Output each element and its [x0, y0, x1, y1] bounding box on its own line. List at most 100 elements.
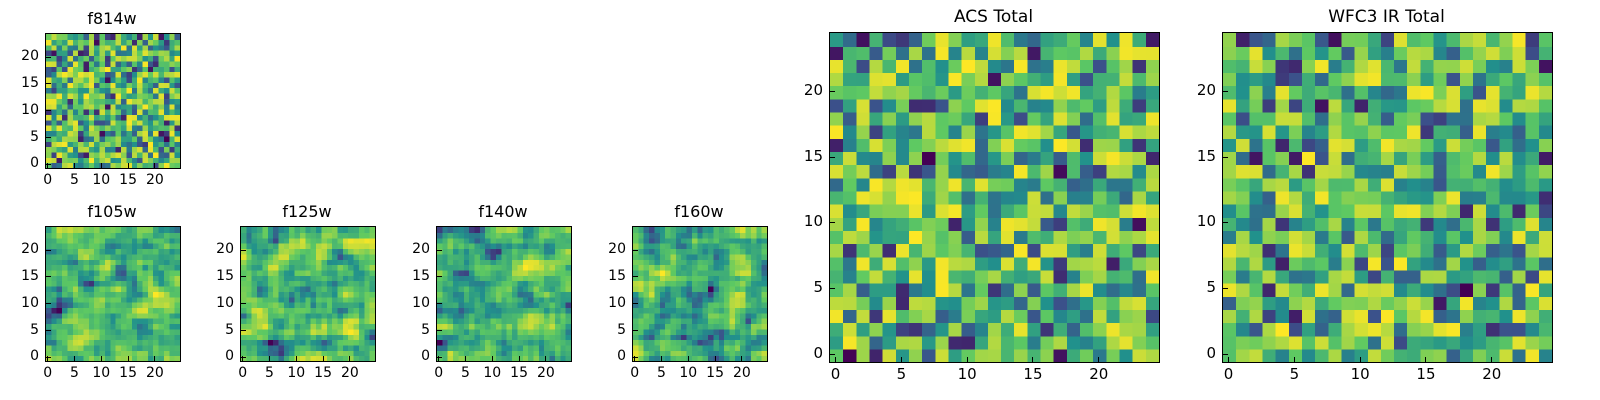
heatmap-cell	[512, 328, 518, 335]
heatmap-cell	[1014, 98, 1028, 113]
heatmap-cell	[961, 59, 976, 74]
heatmap-cell	[62, 119, 69, 126]
heatmap-cell	[283, 248, 290, 255]
heatmap-cell	[99, 248, 106, 255]
heatmap-cell	[670, 280, 677, 287]
heatmap-cell	[88, 248, 95, 255]
heatmap-cell	[1315, 46, 1329, 60]
heatmap-cell	[1001, 322, 1015, 337]
heatmap-cell	[115, 82, 122, 89]
heatmap-cell	[137, 307, 144, 314]
heatmap-cell	[974, 72, 989, 87]
heatmap-cell	[643, 334, 650, 341]
heatmap-cell	[1380, 322, 1395, 337]
heatmap-cell	[1433, 125, 1448, 139]
heatmap-cell	[643, 344, 650, 351]
heatmap-cell	[72, 114, 79, 121]
x-tick-mark	[835, 357, 837, 362]
heatmap-cell	[895, 98, 910, 113]
heatmap-cell	[681, 269, 688, 276]
heatmap-cell	[1288, 309, 1303, 324]
heatmap-cell	[332, 328, 339, 335]
heatmap-cell	[131, 291, 138, 298]
heatmap-cell	[708, 307, 714, 314]
heatmap-cell	[649, 248, 656, 255]
heatmap-cell	[289, 248, 296, 255]
heatmap-cell	[1132, 98, 1147, 113]
heatmap-cell	[358, 323, 365, 330]
heatmap-cell	[110, 39, 117, 46]
heatmap-cell	[110, 296, 117, 303]
heatmap-cell	[110, 109, 117, 115]
heatmap-cell	[337, 323, 344, 330]
heatmap-cell	[479, 355, 486, 361]
heatmap-cell	[83, 98, 90, 105]
heatmap-cell	[1053, 72, 1068, 87]
heatmap-cell	[447, 248, 454, 255]
heatmap-cell	[1249, 177, 1264, 192]
heatmap-cell	[1354, 230, 1369, 245]
heatmap-cell	[241, 312, 247, 319]
heatmap-cell	[147, 162, 154, 168]
heatmap-cell	[278, 296, 285, 303]
heatmap-cell	[1132, 111, 1147, 126]
heatmap-cell	[104, 296, 111, 303]
heatmap-cell	[633, 355, 639, 361]
heatmap-cell	[935, 256, 950, 271]
heatmap-cell	[83, 248, 90, 255]
heatmap-cell	[490, 302, 497, 308]
heatmap-cell	[843, 348, 857, 362]
heatmap-cell	[463, 243, 470, 250]
heatmap-cell	[137, 296, 144, 303]
heatmap-cell	[1420, 151, 1435, 166]
heatmap-cell	[1367, 164, 1382, 179]
heatmap-cell	[51, 141, 58, 148]
heatmap-cell	[638, 269, 645, 276]
heatmap-cell	[1459, 85, 1474, 100]
heatmap-cell	[681, 227, 688, 233]
heatmap-cell	[72, 44, 79, 51]
heatmap-cell	[88, 237, 95, 244]
heatmap-cell	[126, 285, 133, 292]
heatmap-cell	[72, 285, 79, 292]
heatmap-cell	[895, 46, 910, 60]
heatmap-cell	[67, 296, 74, 303]
heatmap-cell	[1119, 309, 1134, 324]
heatmap-cell	[1301, 59, 1316, 74]
heatmap-cell	[1354, 59, 1369, 74]
heatmap-cell	[246, 328, 253, 335]
heatmap-cell	[51, 119, 58, 126]
heatmap-cell	[1315, 151, 1329, 166]
heatmap-cell	[169, 157, 176, 164]
heatmap-cell	[126, 114, 133, 121]
heatmap-cell	[1040, 269, 1055, 284]
heatmap-cell	[46, 125, 52, 132]
x-tick-label: 10	[679, 365, 698, 381]
y-tick-label: 15	[412, 267, 430, 284]
heatmap-cell	[369, 232, 375, 239]
heatmap-cell	[310, 280, 317, 287]
heatmap-cell	[442, 318, 449, 325]
heatmap-cell	[321, 280, 328, 287]
heatmap-cell	[665, 280, 672, 287]
heatmap-cell	[78, 87, 85, 94]
x-tick-label: 15	[706, 365, 724, 381]
heatmap-cell	[485, 350, 492, 357]
heatmap-cell	[283, 269, 290, 276]
heatmap-cell	[1459, 151, 1474, 166]
heatmap-cell	[83, 130, 90, 137]
heatmap-cell	[72, 162, 79, 168]
heatmap-cell	[83, 92, 90, 99]
heatmap-cell	[1512, 125, 1527, 139]
heatmap-cell	[83, 275, 90, 282]
heatmap-cell	[94, 98, 101, 105]
heatmap-cell	[121, 248, 127, 255]
heatmap-cell	[691, 232, 698, 239]
y-tick-mark	[1223, 288, 1228, 290]
heatmap-cell	[702, 243, 709, 250]
heatmap-cell	[310, 350, 317, 357]
heatmap-cell	[337, 355, 344, 361]
heatmap-cell	[961, 151, 976, 166]
y-tick-label: 0	[421, 348, 430, 365]
heatmap-cell	[273, 328, 280, 335]
